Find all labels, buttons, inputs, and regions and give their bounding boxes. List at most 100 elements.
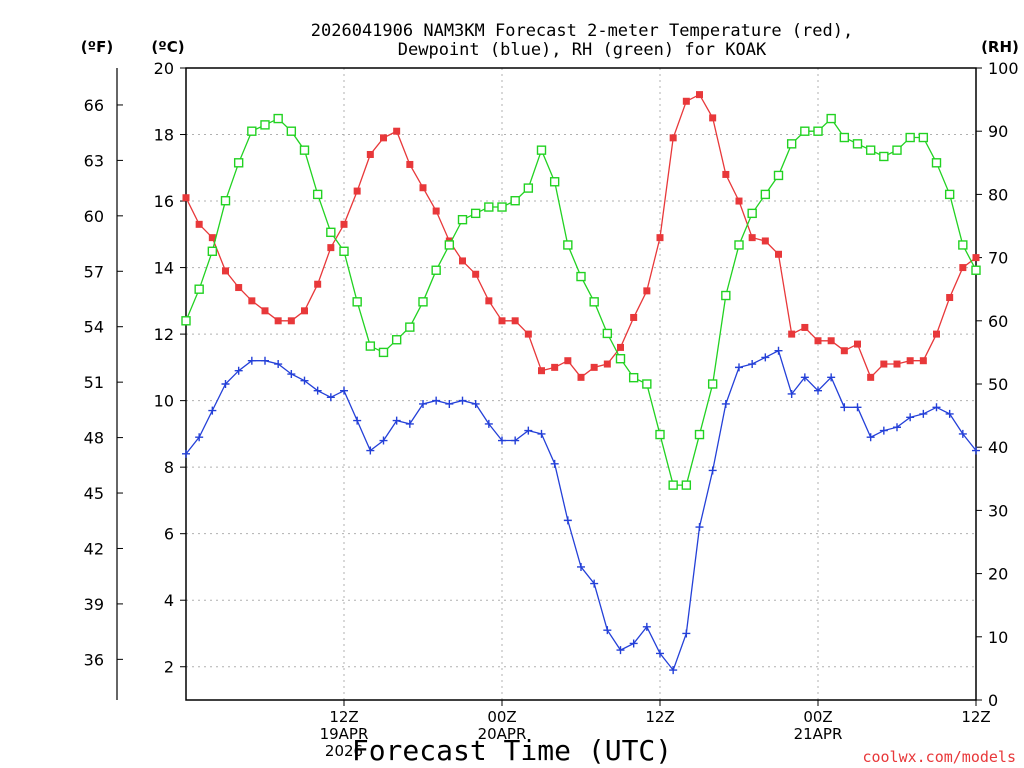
data-point — [353, 187, 361, 195]
data-point — [971, 265, 981, 275]
series-dewpoint — [182, 346, 980, 675]
data-point — [577, 373, 585, 381]
data-point — [314, 280, 322, 288]
data-point — [775, 250, 782, 258]
data-point — [945, 409, 954, 418]
data-point — [892, 145, 902, 155]
data-point — [615, 354, 626, 364]
data-point — [299, 145, 310, 155]
data-point — [656, 649, 664, 658]
data-point — [747, 208, 757, 219]
data-point — [946, 294, 954, 302]
data-point — [761, 237, 769, 245]
rh-tick-label: 50 — [988, 375, 1008, 394]
data-point — [628, 372, 639, 383]
data-point — [313, 386, 322, 395]
data-point — [734, 240, 744, 250]
data-point — [247, 126, 257, 136]
fahrenheit-tick-label: 48 — [84, 429, 104, 448]
celsius-unit-label: (ºC) — [151, 38, 184, 56]
data-point — [590, 363, 598, 371]
data-point — [642, 379, 652, 389]
chart-title-line2: Dewpoint (blue), RH (green) for KOAK — [398, 40, 767, 60]
data-point — [405, 322, 415, 332]
data-point — [709, 114, 717, 122]
data-point — [222, 267, 229, 275]
data-point — [378, 347, 389, 358]
rh-tick-label: 100 — [988, 59, 1019, 78]
data-point — [234, 366, 243, 375]
data-point — [511, 317, 519, 325]
data-point — [247, 356, 256, 365]
data-point — [524, 330, 532, 338]
data-point — [787, 389, 796, 398]
rh-tick-label: 30 — [988, 501, 1008, 520]
data-point — [391, 335, 402, 345]
data-point — [207, 246, 218, 256]
data-point — [379, 436, 388, 445]
series-line — [185, 93, 977, 379]
data-point — [668, 480, 678, 490]
data-point — [865, 145, 876, 155]
celsius-tick-label: 8 — [164, 458, 174, 477]
data-point — [339, 246, 349, 256]
series-relative-humidity — [181, 113, 981, 490]
data-point — [696, 91, 703, 99]
x-tick-label: 21APR — [794, 725, 843, 743]
data-point — [301, 307, 308, 315]
data-point — [773, 170, 784, 181]
fahrenheit-tick-label: 60 — [84, 207, 104, 226]
data-point — [826, 113, 836, 124]
rh-tick-label: 20 — [988, 565, 1008, 584]
data-point — [642, 622, 651, 631]
data-point — [326, 393, 335, 402]
series-line — [185, 117, 977, 486]
celsius-tick-label: 12 — [154, 325, 174, 344]
celsius-tick-label: 4 — [164, 591, 174, 610]
data-point — [708, 466, 717, 475]
data-point — [748, 234, 756, 242]
data-point — [656, 234, 664, 242]
data-point — [511, 436, 520, 445]
data-point — [958, 429, 967, 438]
series-temperature — [182, 91, 980, 381]
data-point — [274, 360, 283, 369]
data-point — [602, 328, 613, 339]
data-point — [208, 234, 216, 242]
data-point — [195, 433, 204, 442]
data-point — [393, 127, 401, 135]
x-axis-title: Forecast Time (UTC) — [352, 734, 672, 767]
data-point — [905, 132, 915, 143]
data-point — [630, 313, 638, 321]
data-point — [551, 363, 559, 371]
data-point — [538, 367, 545, 375]
data-point — [497, 202, 507, 212]
data-point — [760, 189, 771, 200]
data-point — [248, 297, 256, 305]
data-point — [879, 426, 888, 435]
data-point — [748, 360, 757, 369]
rh-tick-label: 60 — [988, 312, 1008, 331]
fahrenheit-tick-label: 63 — [84, 151, 104, 170]
data-point — [261, 307, 269, 315]
data-point — [472, 270, 480, 278]
data-point — [958, 240, 968, 250]
data-point — [576, 271, 586, 282]
data-point — [735, 363, 743, 372]
data-point — [932, 403, 941, 412]
x-tick-label: 19APR — [320, 725, 369, 743]
celsius-tick-label: 18 — [154, 126, 174, 145]
data-point — [893, 423, 901, 432]
fahrenheit-tick-label: 54 — [84, 318, 104, 337]
data-point — [827, 373, 836, 382]
data-point — [616, 646, 625, 655]
data-point — [866, 433, 875, 442]
data-point — [195, 220, 203, 228]
data-point — [392, 416, 401, 425]
data-point — [445, 399, 454, 408]
data-point — [959, 264, 967, 272]
data-point — [694, 429, 705, 440]
data-point — [498, 436, 506, 445]
data-point — [340, 386, 348, 395]
data-point — [286, 126, 297, 136]
